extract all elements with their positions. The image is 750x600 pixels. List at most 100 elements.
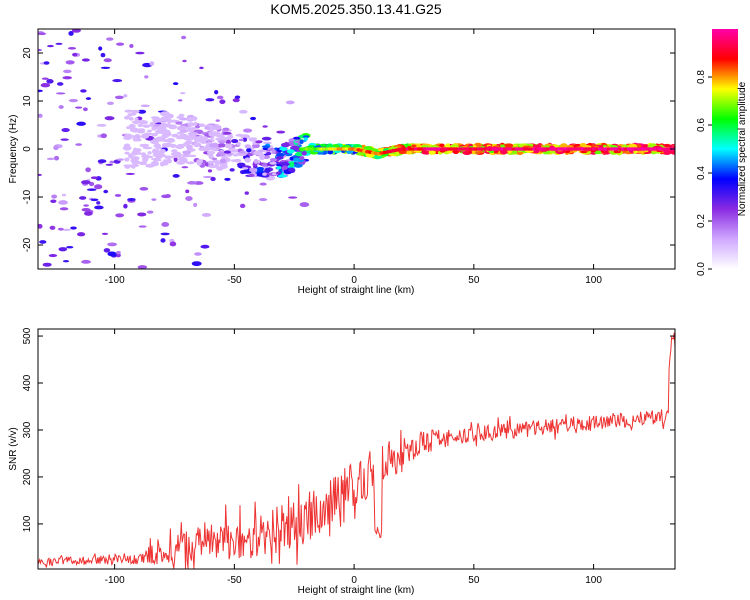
spectrogram-noise-cell [116, 158, 124, 161]
spectrogram-noise-cell [202, 175, 213, 179]
spectrogram-noise-cell [81, 208, 91, 212]
spectrogram-noise-cell [243, 128, 253, 133]
spectrogram-signal-cell [182, 150, 192, 155]
figure-title: KOM5.2025.350.13.41.G25 [270, 1, 441, 17]
spectrogram-noise-cell [146, 210, 154, 214]
spectrogram-noise-cell [219, 99, 226, 105]
spectrogram-signal-cell [241, 170, 252, 174]
spectrogram-signal-cell [269, 161, 277, 165]
spectrogram-signal-cell [244, 144, 252, 149]
spectrogram-noise-cell [55, 42, 63, 45]
spectrogram-signal-cell [171, 149, 178, 154]
colorbar-tick-label: 0.6 [696, 118, 707, 132]
snr-ytick-label: 500 [22, 327, 33, 344]
spectrogram-signal-cell [177, 143, 187, 147]
spectrogram-signal-cell [150, 161, 160, 167]
spectrogram-signal-cell [231, 139, 239, 144]
spectrogram-signal-cell [256, 166, 265, 171]
spectrogram-signal-cell [193, 142, 202, 148]
spectrogram-noise-cell [77, 232, 86, 237]
spectrogram-noise-cell [38, 32, 47, 36]
spectrogram-noise-cell [194, 252, 202, 256]
spectrogram-signal-cell [236, 162, 246, 167]
spectrogram-signal-cell [201, 136, 208, 142]
spectrogram-signal-cell [131, 159, 140, 165]
spectrogram-signal-cell [128, 123, 136, 129]
spectrogram-signal-cell [165, 113, 172, 117]
spectrogram-signal-cell [124, 151, 130, 155]
spectrogram-signal-cell [236, 153, 247, 157]
spectrogram-signal-cell [293, 157, 300, 162]
spectrogram-noise-cell [244, 191, 249, 195]
spectrogram-noise-cell [106, 101, 114, 105]
spectrogram-signal-cell [155, 129, 164, 134]
spectrogram-noise-cell [59, 207, 69, 211]
spectrogram-signal-cell [246, 148, 252, 153]
spectrogram-noise-cell [200, 244, 210, 249]
spectrogram-signal-cell [138, 119, 147, 125]
spectrogram-noise-cell [250, 116, 257, 121]
spectrogram-noise-cell [187, 181, 197, 185]
spectrogram-noise-cell [83, 211, 93, 216]
spectrogram-noise-cell [112, 79, 123, 83]
spectrogram-noise-cell [137, 109, 147, 114]
snr-xtick-label: -100 [105, 575, 125, 586]
snr-xtick-label: 100 [585, 575, 602, 586]
spectrogram-signal-cell [178, 113, 185, 117]
spectrogram-noise-cell [83, 107, 88, 112]
spectrogram-noise-cell [55, 92, 66, 95]
spectrogram-noise-cell [83, 204, 89, 207]
spectrogram-noise-cell [85, 167, 91, 173]
spectrogram-signal-cell [265, 151, 272, 156]
spectrogram-noise-cell [172, 174, 180, 178]
spectrogram-signal-cell [232, 153, 239, 157]
spectrogram-signal-cell [146, 129, 153, 133]
spectrogram-signal-cell [149, 121, 155, 127]
spectrogram-noise-cell [114, 95, 124, 100]
spectrogram-signal-cell [467, 150, 472, 154]
spectrogram-noise-cell [81, 259, 91, 264]
spectrogram-noise-cell [57, 227, 64, 231]
spectrogram-noise-cell [42, 262, 52, 267]
spectrogram-signal-cell [153, 144, 160, 148]
spectrogram-signal-cell [253, 150, 263, 156]
spectrogram-signal-cell [165, 117, 171, 120]
snr-ylabel: SNR (v/v) [8, 427, 19, 470]
spectrogram-noise-cell [98, 46, 103, 51]
spectrogram-signal-cell [276, 166, 282, 170]
spectrogram-noise-cell [115, 250, 121, 255]
spectrogram-noise-cell [172, 82, 179, 86]
spectrogram-signal-cell [253, 158, 259, 164]
spectrogram-signal-cell [661, 144, 672, 148]
spectrogram-signal-cell [131, 109, 140, 114]
spectrogram-noise-cell [107, 242, 118, 247]
spectrogram-signal-cell [363, 146, 373, 151]
spectrogram-signal-cell [151, 150, 160, 154]
spectrogram-noise-cell [144, 75, 149, 79]
spectrogram-signal-cell [275, 156, 284, 160]
snr-series-line [37, 332, 676, 569]
spectrogram-signal-cell [303, 137, 308, 141]
spectrogram-signal-cell [248, 137, 257, 142]
spectrogram-signal-cell [603, 149, 609, 155]
spectrogram-xtick-label: 0 [351, 275, 357, 286]
spectrogram-marks [38, 29, 675, 269]
spectrogram-signal-cell [198, 123, 206, 128]
spectrogram-noise-cell [80, 89, 87, 93]
spectrogram-noise-cell [56, 82, 64, 86]
spectrogram-signal-cell [411, 144, 417, 148]
spectrogram-signal-cell [271, 148, 276, 155]
spectrogram-signal-cell [166, 118, 173, 124]
snr-ytick-label: 100 [22, 515, 33, 532]
spectrogram-signal-cell [160, 122, 168, 129]
colorbar-tick-label: 0.8 [696, 70, 707, 84]
spectrogram-signal-cell [241, 167, 249, 170]
spectrogram-noise-cell [259, 182, 267, 186]
spectrogram-signal-cell [208, 131, 214, 137]
spectrogram-signal-cell [137, 123, 144, 128]
spectrogram-noise-cell [100, 133, 107, 139]
spectrogram-noise-cell [115, 213, 125, 218]
spectrogram-noise-cell [216, 95, 224, 100]
spectrogram-ytick-label: 0 [22, 146, 33, 152]
spectrogram-signal-cell [122, 145, 132, 151]
